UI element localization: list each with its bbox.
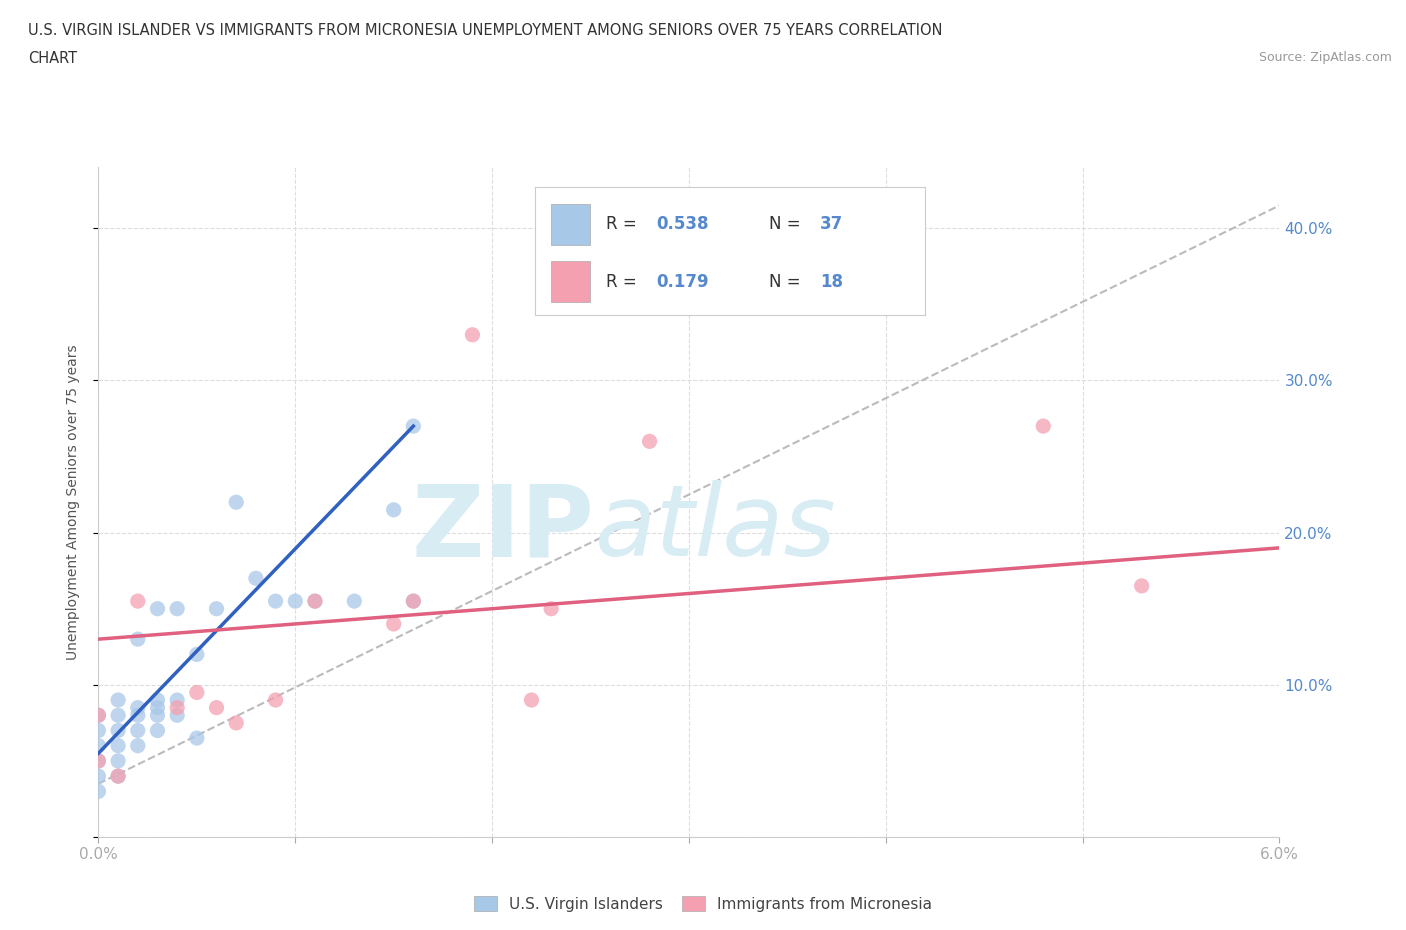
Point: [638, 434, 661, 449]
Point: [382, 502, 405, 517]
Point: [127, 738, 149, 753]
Text: atlas: atlas: [595, 481, 837, 578]
Point: [87, 738, 110, 753]
Point: [166, 693, 188, 708]
Point: [540, 602, 562, 617]
Point: [402, 593, 425, 608]
Point: [1130, 578, 1153, 593]
Point: [264, 593, 287, 608]
Point: [127, 631, 149, 646]
Point: [284, 593, 307, 608]
Point: [146, 602, 169, 617]
Point: [87, 708, 110, 723]
Point: [107, 723, 129, 737]
Point: [87, 708, 110, 723]
Point: [1032, 418, 1054, 433]
Point: [205, 602, 228, 617]
Point: [186, 731, 208, 746]
Point: [402, 593, 425, 608]
Point: [127, 593, 149, 608]
Point: [166, 602, 188, 617]
Point: [402, 418, 425, 433]
Point: [166, 700, 188, 715]
Point: [87, 723, 110, 737]
Point: [186, 685, 208, 700]
Point: [146, 700, 169, 715]
Point: [107, 708, 129, 723]
Point: [127, 700, 149, 715]
Point: [146, 723, 169, 737]
Legend: U.S. Virgin Islanders, Immigrants from Micronesia: U.S. Virgin Islanders, Immigrants from M…: [468, 889, 938, 918]
Text: ZIP: ZIP: [412, 481, 595, 578]
Point: [146, 708, 169, 723]
Point: [520, 693, 543, 708]
Point: [107, 753, 129, 768]
Point: [87, 769, 110, 784]
Point: [127, 723, 149, 737]
Point: [107, 769, 129, 784]
Point: [264, 693, 287, 708]
Point: [186, 647, 208, 662]
Point: [461, 327, 484, 342]
Point: [225, 495, 247, 510]
Point: [304, 593, 326, 608]
Y-axis label: Unemployment Among Seniors over 75 years: Unemployment Among Seniors over 75 years: [66, 344, 80, 660]
Point: [107, 769, 129, 784]
Point: [382, 617, 405, 631]
Point: [225, 715, 247, 730]
Point: [87, 753, 110, 768]
Point: [87, 753, 110, 768]
Point: [127, 708, 149, 723]
Point: [146, 693, 169, 708]
Point: [205, 700, 228, 715]
Point: [107, 738, 129, 753]
Point: [343, 593, 366, 608]
Point: [245, 571, 267, 586]
Point: [166, 708, 188, 723]
Point: [87, 784, 110, 799]
Text: U.S. VIRGIN ISLANDER VS IMMIGRANTS FROM MICRONESIA UNEMPLOYMENT AMONG SENIORS OV: U.S. VIRGIN ISLANDER VS IMMIGRANTS FROM …: [28, 23, 942, 38]
Text: CHART: CHART: [28, 51, 77, 66]
Point: [304, 593, 326, 608]
Point: [107, 693, 129, 708]
Text: Source: ZipAtlas.com: Source: ZipAtlas.com: [1258, 51, 1392, 64]
